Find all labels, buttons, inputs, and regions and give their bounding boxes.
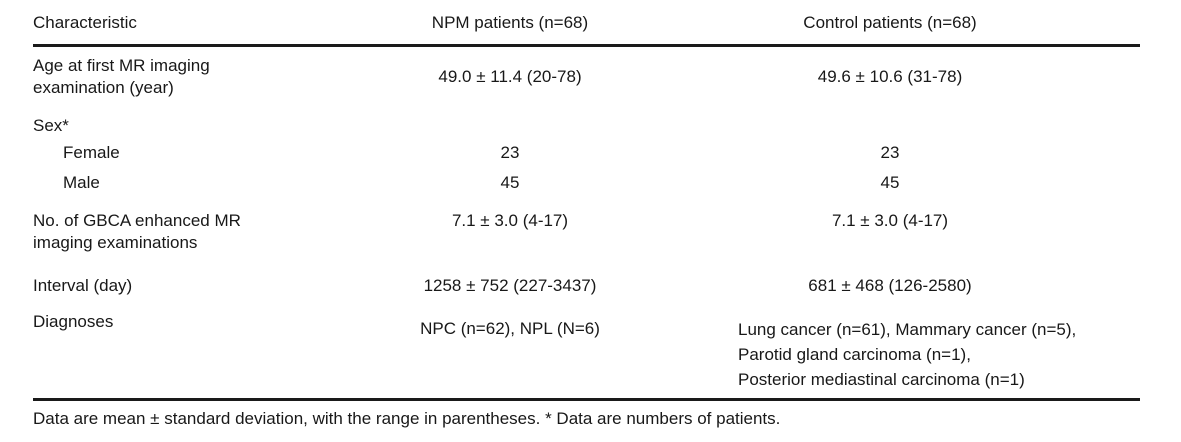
empty-cell [380, 115, 640, 137]
row-label-male: Male [63, 173, 100, 192]
row-label-sex: Sex* [33, 116, 69, 135]
control-value-interval: 681 ± 468 (126-2580) [808, 276, 972, 295]
npm-value-gbca-examinations: 7.1 ± 3.0 (4-17) [451, 211, 569, 230]
table-rule-top [33, 44, 1140, 47]
table-row-gbca-examinations: No. of GBCA enhanced MR imaging examinat… [33, 210, 1140, 254]
row-label-diagnoses: Diagnoses [33, 312, 114, 331]
table-row-interval: Interval (day) 1258 ± 752 (227-3437) 681… [33, 275, 1140, 297]
npm-value-age: 49.0 ± 11.4 (20-78) [438, 67, 582, 86]
table-row-female: Female 23 23 [33, 142, 1140, 164]
row-label-female: Female [63, 143, 120, 162]
col-header-control-patients: Control patients (n=68) [803, 13, 977, 32]
col-header-npm-patients: NPM patients (n=68) [431, 13, 589, 32]
npm-value-diagnoses: NPC (n=62), NPL (N=6) [420, 319, 600, 338]
row-label-interval: Interval (day) [33, 276, 133, 295]
table-row-sex: Sex* [33, 115, 1140, 137]
control-value-diagnoses: Lung cancer (n=61), Mammary cancer (n=5)… [738, 320, 1077, 389]
table-body: Characteristic NPM patients (n=68) Contr… [33, 0, 1140, 430]
table-header-row: Characteristic NPM patients (n=68) Contr… [33, 0, 1140, 34]
col-header-characteristic: Characteristic [33, 13, 137, 32]
row-label-gbca-examinations: No. of GBCA enhanced MR imaging examinat… [33, 211, 241, 252]
control-value-age: 49.6 ± 10.6 (31-78) [817, 67, 963, 86]
npm-value-female: 23 [500, 143, 520, 162]
control-value-gbca-examinations: 7.1 ± 3.0 (4-17) [831, 211, 949, 230]
control-value-male: 45 [880, 173, 900, 192]
empty-cell [640, 115, 1140, 137]
control-value-female: 23 [880, 143, 900, 162]
table-row-age: Age at first MR imaging examination (yea… [33, 55, 1140, 99]
npm-value-interval: 1258 ± 752 (227-3437) [423, 276, 597, 295]
table-row-male: Male 45 45 [33, 172, 1140, 194]
npm-value-male: 45 [500, 173, 520, 192]
table-rule-bottom [33, 398, 1140, 401]
table-row-diagnoses: Diagnoses NPC (n=62), NPL (N=6) Lung can… [33, 311, 1140, 392]
table-footnote: Data are mean ± standard deviation, with… [33, 409, 781, 428]
row-label-age: Age at first MR imaging examination (yea… [33, 56, 210, 97]
